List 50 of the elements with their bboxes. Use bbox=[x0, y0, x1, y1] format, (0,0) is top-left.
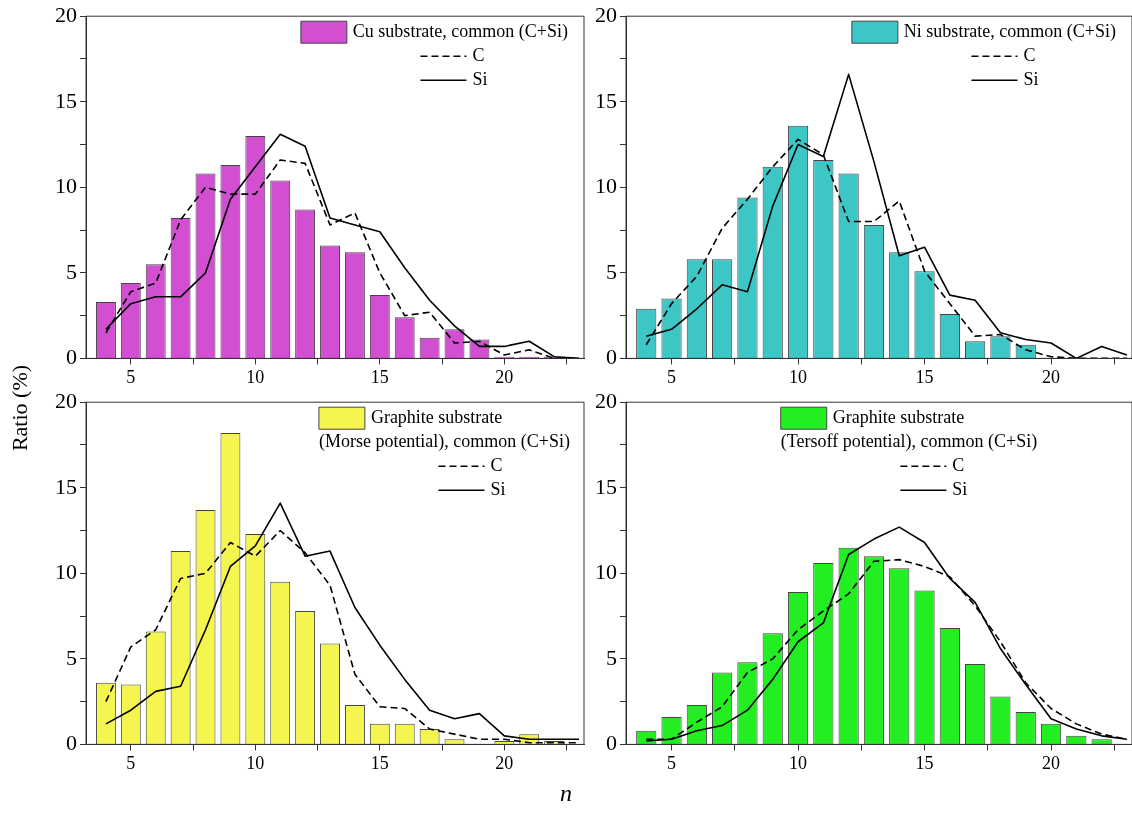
x-tick-label: 5 bbox=[667, 366, 677, 387]
y-tick-label: 0 bbox=[606, 730, 617, 756]
y-tick-label: 15 bbox=[595, 87, 617, 113]
legend-label: Ni substrate, common (C+Si) bbox=[903, 20, 1117, 42]
legend-label: Si bbox=[490, 478, 506, 499]
legend-label: Cu substrate, common (C+Si) bbox=[352, 20, 569, 42]
x-tick-label: 20 bbox=[1042, 752, 1061, 773]
y-tick-label: 15 bbox=[595, 473, 617, 499]
x-tick-label: 15 bbox=[915, 752, 934, 773]
y-tick-label: 0 bbox=[66, 344, 77, 370]
y-tick-label: 10 bbox=[595, 559, 617, 585]
x-tick-label: 20 bbox=[495, 366, 514, 387]
x-tick-label: 5 bbox=[126, 752, 136, 773]
legend-label: Si bbox=[952, 478, 968, 499]
x-tick-label: 15 bbox=[370, 366, 389, 387]
legend-label: Si bbox=[1023, 68, 1039, 89]
x-tick-label: 10 bbox=[789, 752, 808, 773]
x-tick-label: 20 bbox=[1042, 366, 1061, 387]
legend-label: C bbox=[1023, 44, 1036, 65]
x-tick-label: 5 bbox=[667, 752, 677, 773]
x-tick-label: 10 bbox=[246, 752, 265, 773]
x-axis-title: n bbox=[560, 780, 572, 807]
y-tick-label: 15 bbox=[55, 473, 77, 499]
y-tick-label: 20 bbox=[595, 387, 617, 413]
legend-label: C bbox=[952, 454, 965, 475]
x-tick-label: 10 bbox=[246, 366, 265, 387]
legend-label: Si bbox=[472, 68, 488, 89]
y-tick-label: 10 bbox=[55, 173, 77, 199]
y-tick-label: 0 bbox=[606, 344, 617, 370]
x-tick-label: 10 bbox=[789, 366, 808, 387]
y-tick-label: 5 bbox=[66, 258, 77, 284]
x-tick-label: 5 bbox=[126, 366, 136, 387]
legend-label: C bbox=[472, 44, 485, 65]
x-tick-label: 15 bbox=[370, 752, 389, 773]
y-tick-label: 5 bbox=[606, 258, 617, 284]
legend-label: Graphite substrate (Tersoff potential), common (C+Si) bbox=[780, 406, 1038, 452]
y-tick-label: 10 bbox=[595, 173, 617, 199]
y-tick-label: 15 bbox=[55, 87, 77, 113]
y-tick-label: 10 bbox=[55, 559, 77, 585]
y-tick-label: 20 bbox=[55, 387, 77, 413]
y-tick-label: 5 bbox=[606, 644, 617, 670]
y-tick-label: 5 bbox=[66, 644, 77, 670]
y-tick-label: 0 bbox=[66, 730, 77, 756]
x-tick-label: 20 bbox=[495, 752, 514, 773]
x-tick-label: 15 bbox=[915, 366, 934, 387]
legend-label: Graphite substrate (Morse potential), common (C+Si) bbox=[318, 406, 571, 452]
legend-label: C bbox=[490, 454, 503, 475]
y-tick-label: 20 bbox=[595, 1, 617, 27]
y-axis-title: Ratio (%) bbox=[7, 363, 33, 454]
y-tick-label: 20 bbox=[55, 1, 77, 27]
